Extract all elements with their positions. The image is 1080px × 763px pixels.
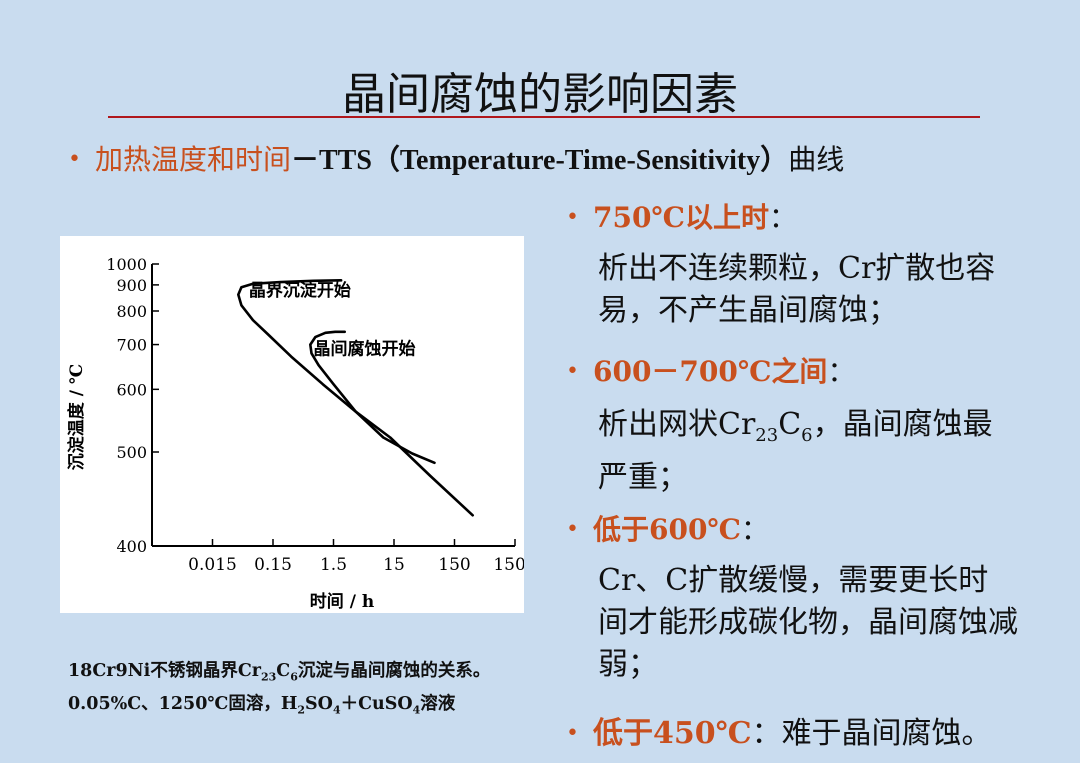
item-750-label: 750℃以上时	[592, 201, 769, 234]
subtitle-line: • 加热温度和时间－TTS（Temperature-Time-Sensitivit…	[68, 138, 844, 178]
item-colon: ：	[827, 355, 856, 388]
item-colon: ：	[751, 716, 782, 751]
item-below-450-text: 难于晶间腐蚀。	[781, 716, 992, 751]
tts-chart: 400 500 600 700 800 900 1000 0.015 0.15 1.5 15 150 1…	[66, 255, 537, 612]
subtitle-tts: －TTS（Temperature-Time-Sensitivity）	[291, 145, 789, 176]
item-below-450-label: 低于450℃	[592, 716, 752, 751]
series-label-precipitation: 晶界沉淀开始	[249, 280, 351, 301]
y-tick-label: 800	[116, 302, 147, 321]
curve-intergranular-corrosion	[309, 330, 436, 465]
slide-title: 晶间腐蚀的影响因素	[342, 69, 738, 120]
bullet-icon: •	[566, 721, 579, 746]
item-600-700-text: 析出网状Cr23C6，晶间腐蚀最严重；	[598, 407, 993, 495]
chart-caption: 18Cr9Ni不锈钢晶界Cr23C6沉淀与晶间腐蚀的关系。0.05%C、1250…	[68, 661, 491, 716]
y-tick-label: 600	[116, 380, 147, 399]
x-tick-label: 0.15	[254, 555, 292, 575]
x-tick-label: 15	[383, 555, 405, 575]
item-below-600-text: Cr、C扩散缓慢，需要更长时间才能形成碳化物，晶间腐蚀减弱；	[598, 563, 1018, 682]
item-below-450-heading: • 低于450℃：难于晶间腐蚀。	[566, 708, 992, 752]
y-tick-label: 1000	[106, 255, 147, 274]
x-tick-label: 1500	[493, 555, 524, 575]
item-colon: ：	[740, 513, 769, 546]
item-600-700-label: 600－700℃之间	[592, 355, 828, 388]
item-below-600-heading: • 低于600℃：	[566, 508, 769, 548]
title-underline	[108, 116, 980, 118]
x-axis-label: 时间 / h	[310, 591, 374, 612]
bullet-icon: •	[566, 517, 579, 542]
bullet-icon: •	[566, 205, 579, 230]
y-tick-label: 900	[116, 276, 147, 295]
curve-grain-boundary-precipitation	[237, 279, 474, 517]
y-tick-label: 400	[116, 537, 147, 556]
y-tick-label: 500	[116, 443, 147, 462]
item-colon: ：	[768, 201, 797, 234]
item-below-600-label: 低于600℃	[592, 513, 741, 546]
y-axis-label: 沉淀温度 / ℃	[66, 364, 87, 470]
y-tick-label: 700	[116, 336, 147, 355]
tts-chart-panel: 400 500 600 700 800 900 1000 0.015 0.15 1.5 15 150 1…	[60, 236, 537, 613]
item-750-heading: • 750℃以上时：	[566, 196, 797, 236]
x-tick-label: 0.015	[188, 555, 237, 575]
bullet-icon: •	[566, 359, 579, 384]
series-label-corrosion: 晶间腐蚀开始	[313, 339, 415, 360]
x-tick-label: 1.5	[320, 555, 347, 575]
bullet-icon: •	[68, 147, 81, 172]
item-750-text: 析出不连续颗粒，Cr扩散也容易，不产生晶间腐蚀；	[598, 251, 996, 328]
subtitle-topic: 加热温度和时间	[94, 143, 291, 176]
subtitle-tail: 曲线	[788, 143, 845, 176]
item-600-700-heading: • 600－700℃之间：	[566, 350, 855, 390]
x-tick-label: 150	[438, 555, 470, 575]
